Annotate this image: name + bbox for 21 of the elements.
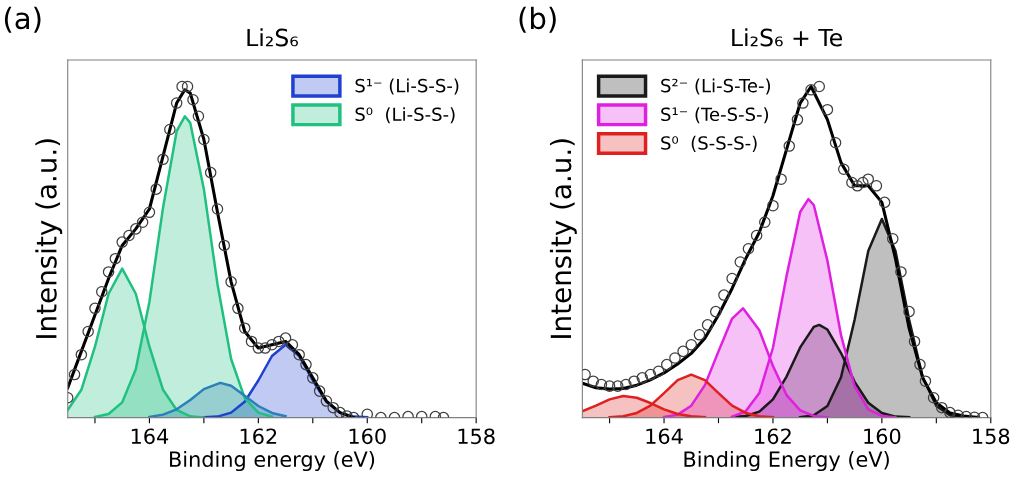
- x-axis-title: Binding energy (eV): [170, 450, 375, 472]
- legend-label: S⁰ (S-S-S-): [661, 135, 757, 152]
- legend-label: S¹⁻ (Te-S-S-): [661, 107, 769, 124]
- chart-title: Li₂S₆: [247, 28, 298, 47]
- x-axis-title: Binding Energy (eV): [684, 450, 889, 472]
- text: (b): [519, 6, 556, 33]
- text: (a): [4, 6, 41, 33]
- legend-label: S¹⁻ (Li-S-S-): [355, 78, 459, 95]
- x-tick-label: 164: [131, 428, 169, 445]
- x-tick-label: 162: [755, 428, 791, 445]
- y-axis-title: Intensity (a.u.): [549, 139, 577, 338]
- x-tick-label: 158: [973, 428, 1010, 445]
- x-tick-label: 162: [240, 428, 277, 445]
- legend-label: S⁰ (Li-S-S-): [355, 107, 455, 124]
- x-tick-label: 160: [349, 428, 386, 445]
- x-tick-label: 158: [458, 428, 495, 445]
- x-tick-label: 164: [646, 428, 683, 445]
- legend-label: S²⁻ (Li-S-Te-): [661, 78, 770, 95]
- x-tick-label: 160: [864, 428, 901, 445]
- chart-title: Li₂S₆ + Te: [732, 28, 842, 47]
- y-axis-title: Intensity (a.u.): [35, 139, 63, 338]
